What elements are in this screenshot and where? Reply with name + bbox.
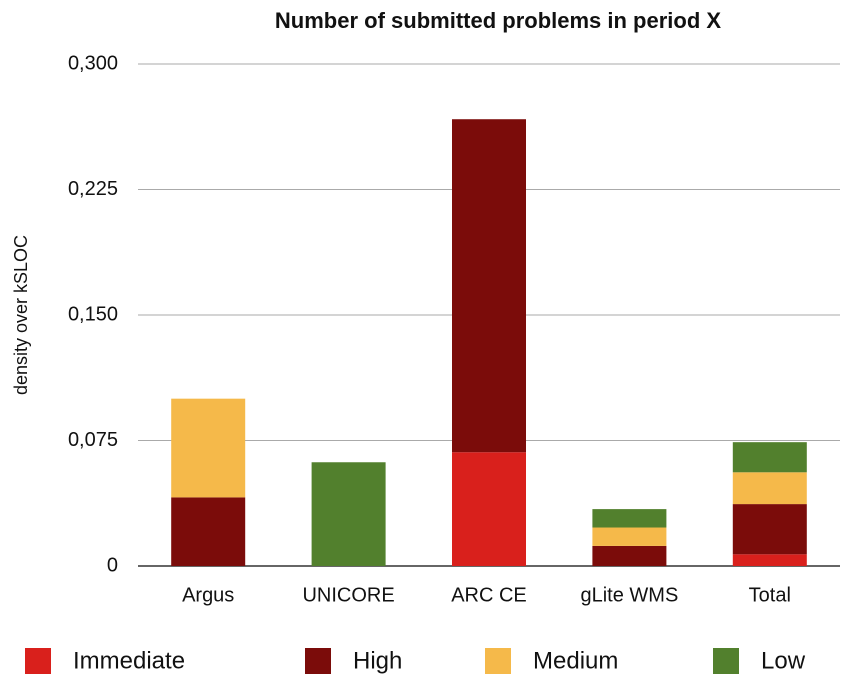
bar-segment xyxy=(592,545,667,566)
bar-segment xyxy=(311,462,386,566)
legend-swatch xyxy=(305,648,331,674)
x-tick-label: gLite WMS xyxy=(580,584,678,606)
bar-segment xyxy=(732,504,807,555)
legend-label: High xyxy=(353,647,402,674)
x-tick-label: Argus xyxy=(182,584,234,606)
y-tick-label: 0,075 xyxy=(68,429,118,451)
bar-segment xyxy=(171,497,246,566)
legend-swatch xyxy=(25,648,51,674)
y-tick-label: 0,225 xyxy=(68,178,118,200)
bar-segment xyxy=(732,554,807,566)
bar-segment xyxy=(452,119,526,453)
y-tick-label: 0,300 xyxy=(68,52,118,74)
x-tick-label: Total xyxy=(749,584,791,606)
x-tick-label: ARC CE xyxy=(451,584,527,606)
legend-label: Low xyxy=(761,647,806,674)
bar-segment xyxy=(732,442,807,473)
y-axis-label: density over kSLOC xyxy=(11,235,31,395)
legend-swatch xyxy=(485,648,511,674)
chart-title: Number of submitted problems in period X xyxy=(275,8,721,33)
bar-segment xyxy=(452,452,526,566)
y-tick-label: 0,150 xyxy=(68,303,118,325)
legend-swatch xyxy=(713,648,739,674)
y-tick-label: 0 xyxy=(107,554,118,576)
legend-label: Immediate xyxy=(73,647,185,674)
x-tick-label: UNICORE xyxy=(302,584,394,606)
bar-segment xyxy=(592,509,667,528)
legend-label: Medium xyxy=(533,647,618,674)
bar-segment xyxy=(592,527,667,546)
bar-segment xyxy=(171,398,246,498)
bar-segment xyxy=(732,472,807,505)
